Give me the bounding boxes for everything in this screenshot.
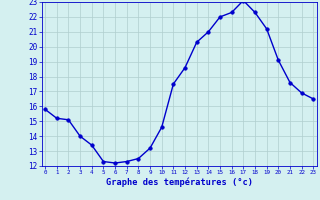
X-axis label: Graphe des températures (°c): Graphe des températures (°c)	[106, 178, 253, 187]
